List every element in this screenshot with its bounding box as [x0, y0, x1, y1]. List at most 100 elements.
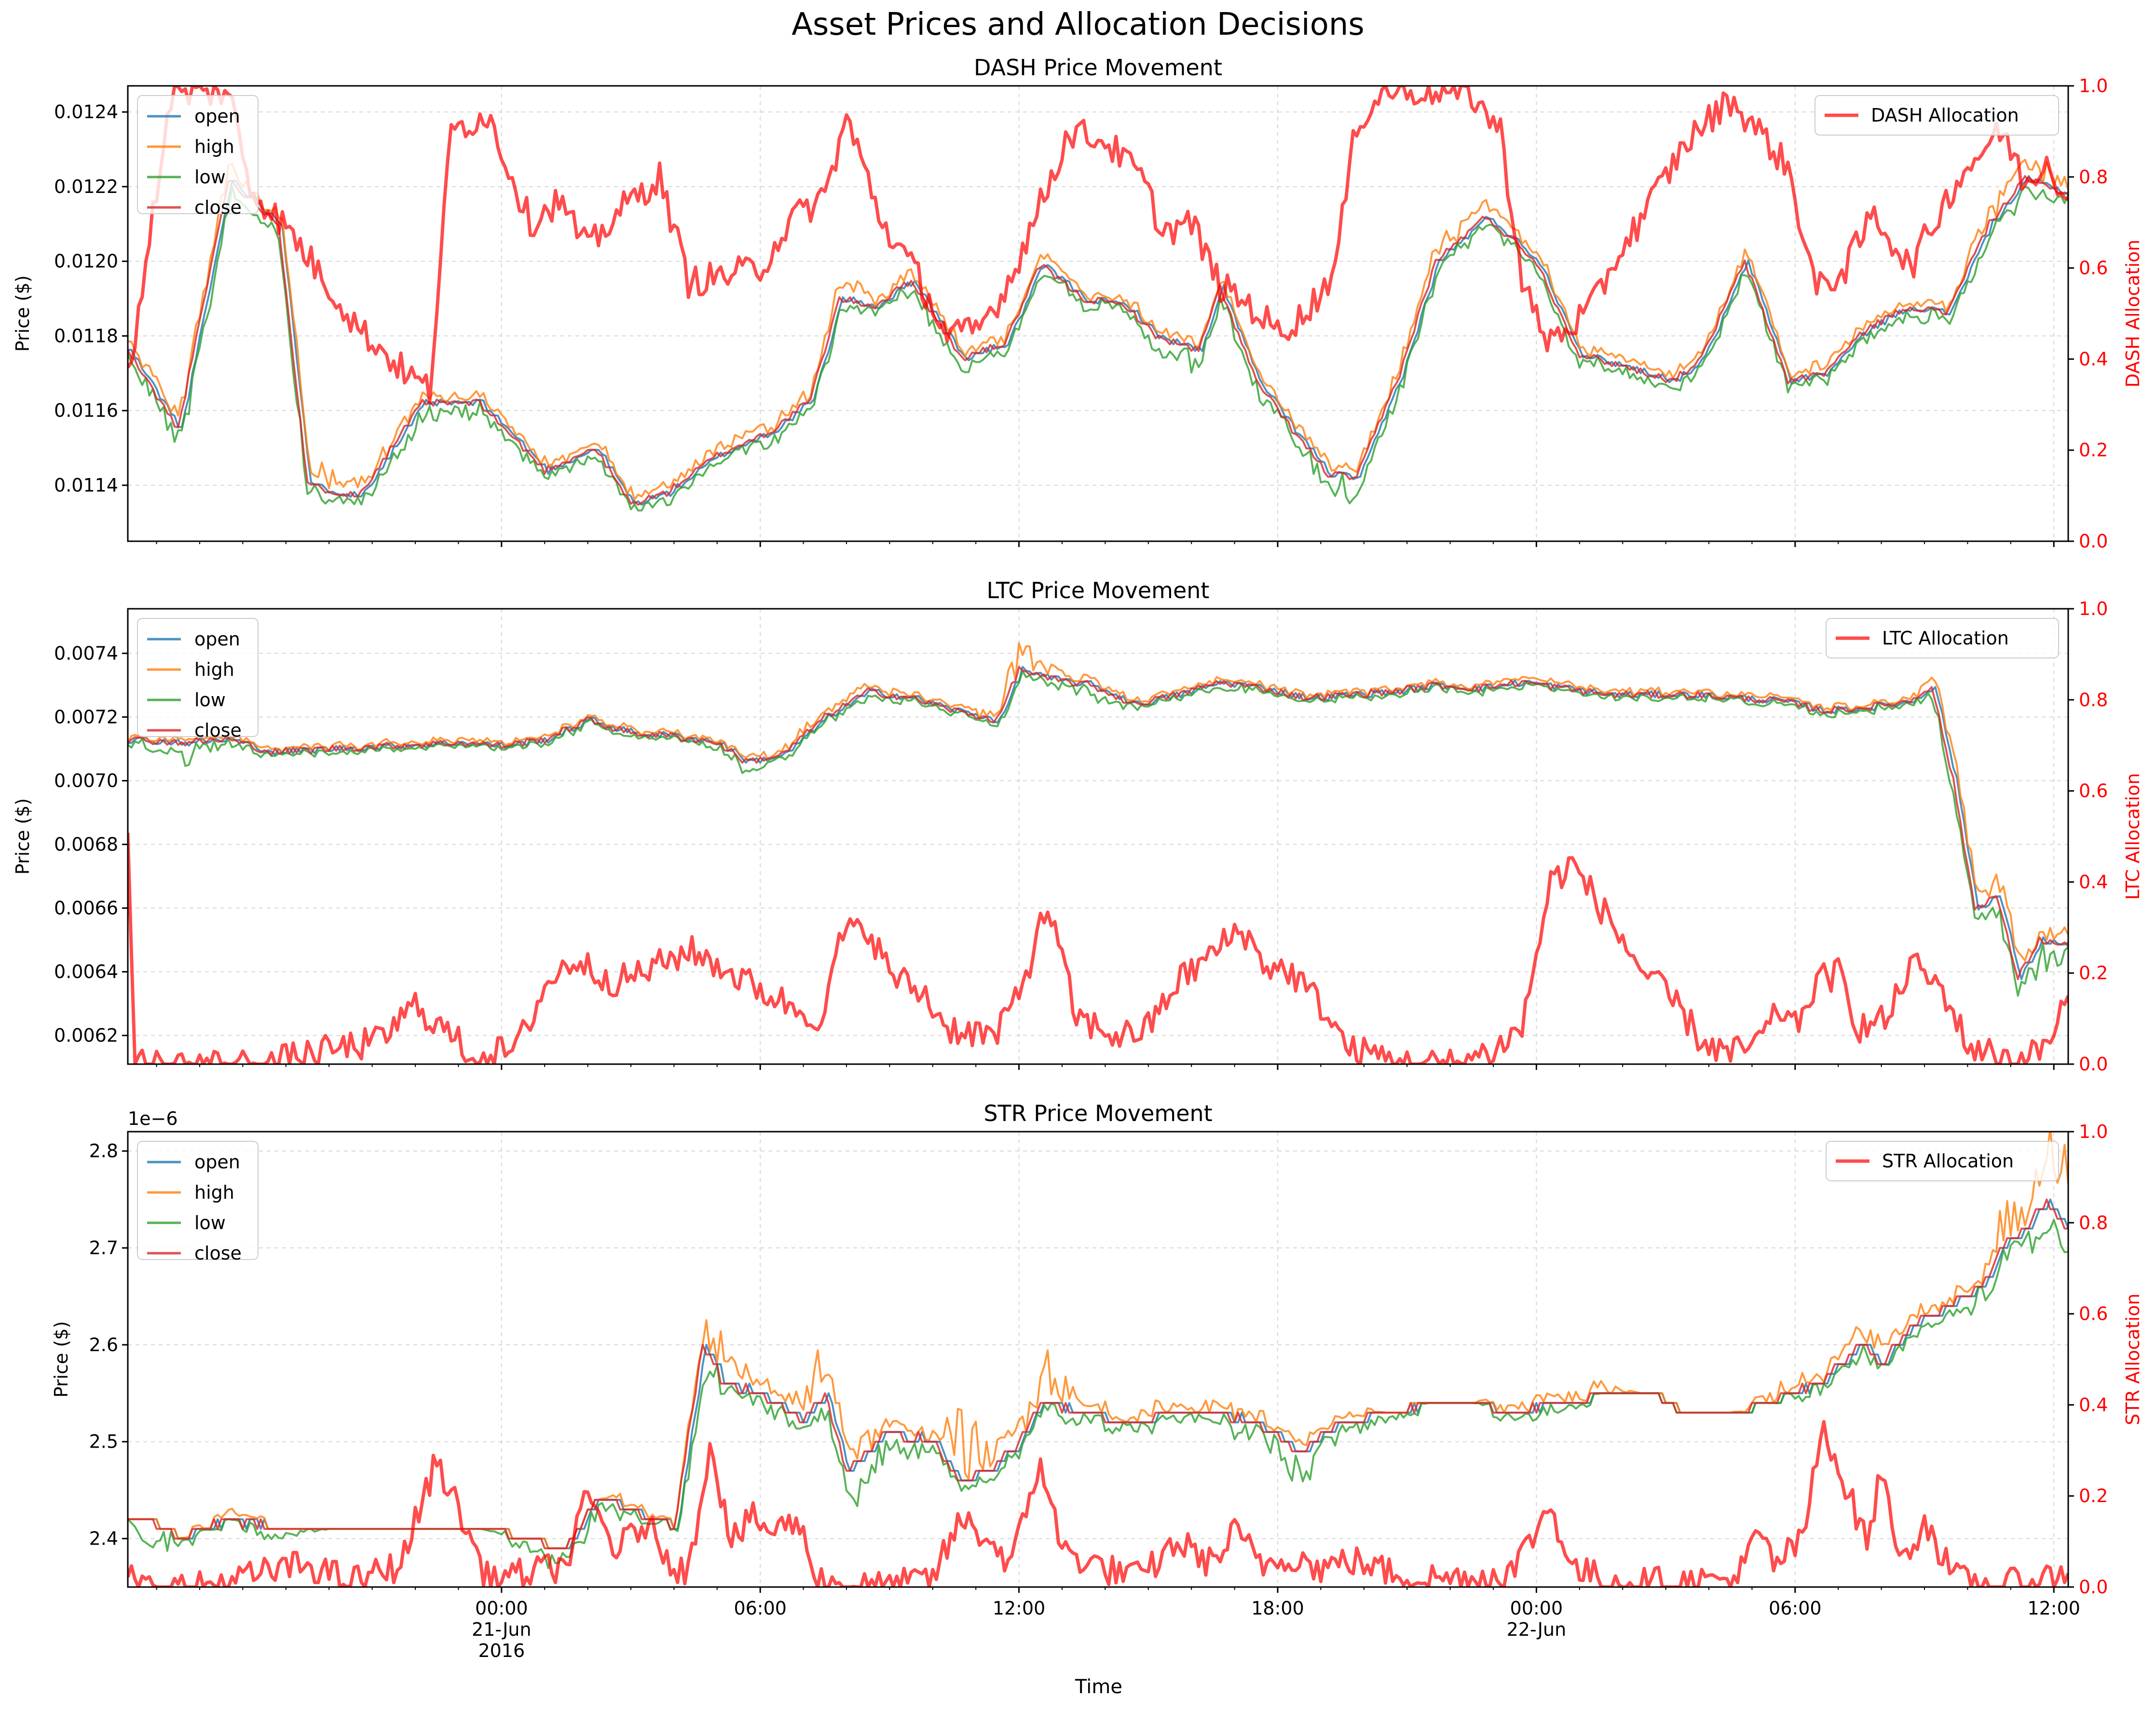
legend-label-high: high	[194, 659, 234, 680]
y-right-tick-label: 0.0	[2079, 1576, 2108, 1598]
y-right-axis-label: STR Allocation	[2122, 1293, 2143, 1425]
y-tick-label: 0.0118	[54, 325, 118, 346]
allocation-legend: DASH Allocation	[1815, 95, 2059, 136]
series-high-line	[128, 642, 2068, 962]
legend-box	[1826, 1141, 2059, 1181]
legend-label-high: high	[194, 136, 234, 157]
x-tick-label: 18:00	[1251, 1598, 1304, 1619]
y-right-tick-label: 0.0	[2079, 531, 2108, 552]
allocation-legend: LTC Allocation	[1826, 618, 2059, 658]
x-tick-label: 00:00	[1510, 1598, 1563, 1619]
panel-1: 0.00620.00640.00660.00680.00700.00720.00…	[12, 577, 2143, 1075]
y-tick-label: 0.0124	[54, 101, 118, 123]
legend-label-close: close	[194, 1243, 242, 1264]
y-tick-label: 0.0120	[54, 251, 118, 272]
allocation-line	[128, 86, 2068, 404]
series-close-line	[128, 175, 2068, 506]
x-tick-label: 22-Jun	[1507, 1619, 1567, 1640]
y-tick-label: 0.0070	[54, 770, 118, 791]
legend-box	[1815, 95, 2059, 136]
series-low-line	[128, 185, 2068, 512]
legend-label-allocation: DASH Allocation	[1871, 105, 2019, 126]
axes-frame	[127, 608, 2069, 1065]
x-tick-label: 12:00	[2027, 1598, 2080, 1619]
y-tick-label: 2.6	[89, 1334, 118, 1355]
panel-title: LTC Price Movement	[987, 577, 1210, 603]
y-right-tick-label: 0.6	[2079, 780, 2108, 802]
y-tick-label: 0.0114	[54, 475, 118, 496]
figure-title: Asset Prices and Allocation Decisions	[791, 7, 1365, 42]
series-high-line	[128, 159, 2068, 501]
x-tick-label: 00:00	[475, 1598, 528, 1619]
x-axis-label: Time	[1075, 1676, 1122, 1698]
y-axis-label: Price ($)	[51, 1321, 72, 1398]
y-right-tick-label: 0.0	[2079, 1054, 2108, 1075]
legend-label-close: close	[194, 720, 242, 741]
y-tick-label: 2.4	[89, 1528, 118, 1549]
legend-label-low: low	[194, 166, 226, 188]
y-tick-label: 2.7	[89, 1237, 118, 1259]
y-right-axis-label: DASH Allocation	[2122, 240, 2143, 388]
panel-title: STR Price Movement	[983, 1100, 1212, 1126]
axes-frame	[127, 85, 2069, 542]
y-right-tick-label: 1.0	[2079, 598, 2108, 619]
legend-box	[137, 95, 259, 214]
y-right-tick-label: 0.8	[2079, 1212, 2108, 1233]
legend-label-low: low	[194, 1212, 226, 1233]
y-axis-label: Price ($)	[12, 798, 33, 875]
allocation-legend: STR Allocation	[1826, 1141, 2059, 1181]
series-close-line	[128, 666, 2068, 980]
y-tick-label: 0.0122	[54, 176, 118, 197]
y-tick-label: 0.0062	[54, 1025, 118, 1046]
y-tick-label: 0.0074	[54, 643, 118, 664]
y-tick-label: 0.0068	[54, 834, 118, 855]
allocation-line	[128, 833, 2068, 1064]
legend-label-allocation: LTC Allocation	[1882, 628, 2009, 649]
y-offset-label: 1e−6	[128, 1108, 178, 1129]
y-right-tick-label: 0.4	[2079, 871, 2108, 892]
y-axis-label: Price ($)	[12, 275, 33, 352]
legend-box	[1826, 618, 2059, 658]
panel-0: 0.0114 0.0116 0.0118 0.0120 0.0122 0.0124 0.0 0…	[12, 55, 2143, 552]
plot-area	[128, 1132, 2068, 1587]
y-tick-label: 0.0064	[54, 961, 118, 983]
price-legend: open high low close	[137, 1141, 259, 1264]
legend-label-close: close	[194, 197, 242, 218]
panels: 0.01140.01160.01180.01200.01220.01240.00…	[12, 55, 2143, 1661]
axes-frame	[127, 1131, 2069, 1588]
y-right-tick-label: 0.2	[2079, 1485, 2108, 1506]
panel-2: 2.42.52.62.72.80.00.20.40.60.81.000:0021…	[51, 1100, 2143, 1661]
y-tick-label: 2.8	[89, 1140, 118, 1162]
x-tick-label: 12:00	[993, 1598, 1046, 1619]
y-tick-label: 2.5	[89, 1431, 118, 1452]
y-tick-label: 0.0116	[54, 400, 118, 421]
y-right-tick-label: 1.0	[2079, 75, 2108, 96]
x-tick-label: 21-Jun	[472, 1619, 532, 1640]
legend-label-open: open	[194, 629, 240, 650]
y-right-tick-label: 1.0	[2079, 1121, 2108, 1142]
legend-label-open: open	[194, 106, 240, 127]
y-right-tick-label: 0.8	[2079, 689, 2108, 711]
x-tick-label: 06:00	[734, 1598, 787, 1619]
legend-label-allocation: STR Allocation	[1882, 1150, 2014, 1172]
series-close-line	[128, 1198, 2068, 1549]
series-low-line	[128, 670, 2068, 997]
x-tick-label: 2016	[478, 1640, 525, 1661]
legend-label-high: high	[194, 1182, 234, 1203]
legend-label-low: low	[194, 689, 226, 711]
price-legend: open high low close	[137, 618, 259, 741]
plot-area	[128, 642, 2068, 1064]
y-right-tick-label: 0.4	[2079, 348, 2108, 370]
price-legend: open high low close	[137, 95, 259, 218]
y-tick-label: 0.0072	[54, 706, 118, 727]
legend-box	[137, 618, 259, 737]
y-right-tick-label: 0.4	[2079, 1394, 2108, 1415]
y-right-tick-label: 0.6	[2079, 258, 2108, 279]
y-right-axis-label: LTC Allocation	[2122, 773, 2143, 900]
legend-label-open: open	[194, 1151, 240, 1173]
x-tick-label: 06:00	[1769, 1598, 1822, 1619]
y-tick-label: 0.0066	[54, 898, 118, 919]
